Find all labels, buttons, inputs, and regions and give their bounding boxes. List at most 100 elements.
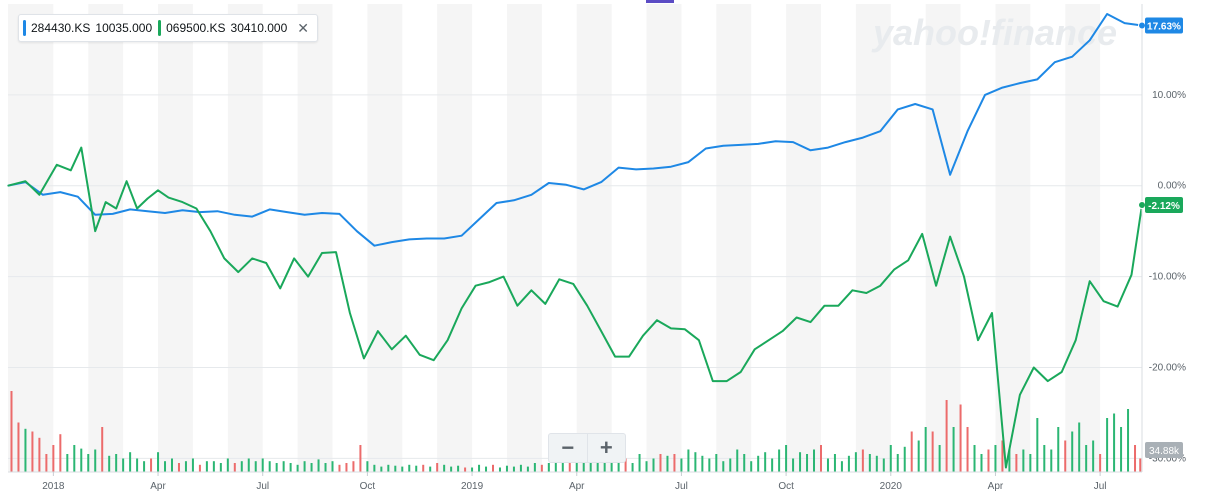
legend-value: 30410.000 [230, 21, 288, 35]
series-line-069500.KS [7, 146, 1143, 469]
volume-tag-label: 34.88k [1149, 446, 1180, 457]
volume-bar [143, 461, 146, 472]
series-point [698, 339, 700, 341]
series-point [126, 180, 128, 182]
series-point [1061, 371, 1063, 373]
volume-bar [826, 458, 829, 472]
series-point [687, 161, 690, 163]
volume-bar [638, 454, 641, 472]
series-line-284430.KS [7, 13, 1143, 247]
series-point [879, 285, 881, 287]
series-point [77, 196, 79, 198]
series-point [56, 164, 58, 166]
volume-bar [596, 458, 599, 472]
series-point [1054, 61, 1056, 63]
series-point [558, 278, 560, 280]
series-point [286, 211, 288, 213]
volume-bar [1050, 449, 1053, 472]
volume-bar [973, 445, 976, 472]
volume-bar [1134, 445, 1137, 472]
series-point [530, 194, 532, 196]
watermark: yahoo!finance [871, 12, 1117, 53]
volume-bar [73, 445, 76, 472]
series-point [949, 236, 951, 238]
volume-bar [205, 461, 208, 472]
volume-bar [485, 466, 488, 472]
series-point [251, 257, 253, 260]
volume-bar [492, 464, 495, 472]
volume-bar [512, 466, 515, 472]
series-point [279, 287, 281, 290]
volume-bar [240, 461, 243, 472]
volume-bar [910, 431, 913, 472]
volume-bar [471, 467, 474, 472]
volume-bar [736, 449, 739, 472]
volume-bar [129, 452, 132, 472]
series-point [684, 328, 686, 330]
series-point [907, 259, 909, 261]
volume-bar [296, 464, 299, 472]
series-point [782, 330, 784, 332]
series-point [321, 252, 323, 254]
volume-bar [1036, 418, 1039, 472]
series-point [757, 143, 759, 145]
volume-bar [219, 463, 222, 472]
x-tick-label: Jul [1094, 481, 1107, 492]
volume-bar [708, 458, 711, 472]
series-point [966, 130, 969, 132]
series-point [94, 230, 96, 232]
volume-bar [394, 465, 397, 472]
volume-bar [896, 454, 899, 472]
legend-item-069500[interactable]: 069500.KS 30410.000 [158, 20, 287, 36]
volume-bar [861, 449, 864, 472]
x-tick-label: Jul [256, 481, 269, 492]
series-point [474, 285, 477, 287]
volume-bar [806, 454, 809, 472]
series-point [321, 212, 323, 214]
series-point [656, 319, 658, 321]
series-point [167, 196, 170, 199]
series-point [373, 245, 375, 247]
volume-bar [136, 458, 139, 472]
volume-bar [666, 455, 669, 472]
series-point [565, 184, 567, 186]
series-point [628, 355, 630, 358]
month-shading [8, 4, 1101, 472]
series-point [461, 235, 463, 237]
series-point [897, 108, 899, 111]
series-point [600, 330, 602, 332]
series-point [7, 185, 9, 187]
month-band [716, 4, 752, 472]
series-point [426, 237, 428, 240]
series-point [548, 182, 550, 184]
series-point [1075, 339, 1077, 341]
volume-bar [45, 454, 48, 472]
volume-bar [987, 449, 990, 472]
legend-item-284430[interactable]: 284430.KS 10035.000 [23, 20, 152, 36]
volume-bar [80, 448, 83, 472]
series-point [209, 230, 211, 232]
series-point [670, 166, 672, 168]
y-tick-label: -10.00% [1149, 272, 1186, 283]
series-point [893, 268, 895, 270]
volume-bar [247, 458, 250, 472]
series-point [24, 180, 27, 182]
volume-bar [303, 461, 306, 472]
volume-bar [743, 454, 746, 472]
zoom-in-icon[interactable]: + [599, 435, 613, 460]
series-point [823, 305, 826, 307]
volume-bar [792, 458, 795, 472]
series-point [447, 339, 449, 341]
close-icon[interactable]: ✕ [297, 19, 309, 36]
legend-swatch-green [158, 20, 162, 36]
series-point [136, 207, 138, 210]
volume-bar [338, 464, 341, 472]
volume-bar [750, 461, 753, 472]
volume-bar [722, 461, 725, 472]
volume-bar [1008, 449, 1011, 472]
series-point [754, 348, 756, 350]
volume-bar [540, 464, 543, 472]
zoom-out-icon[interactable]: − [549, 434, 588, 462]
volume-bar [799, 452, 802, 472]
